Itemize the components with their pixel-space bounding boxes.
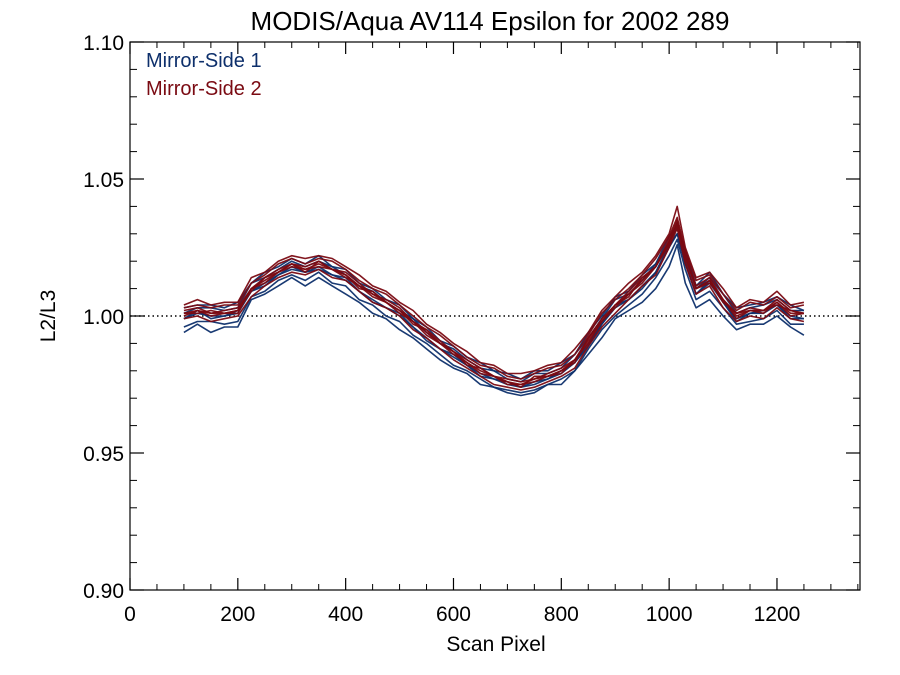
series-line-mirror-side-2: [183, 222, 804, 386]
series-line-mirror-side-1: [183, 238, 804, 394]
x-tick-label: 1200: [754, 603, 801, 626]
x-axis-label: Scan Pixel: [446, 633, 545, 656]
x-tick-label: 800: [544, 603, 579, 626]
series-line-mirror-side-1: [183, 227, 804, 383]
chart-title: MODIS/Aqua AV114 Epsilon for 2002 289: [251, 6, 730, 36]
series-line-mirror-side-2: [183, 227, 805, 391]
y-tick-label: 1.10: [83, 32, 124, 55]
minor-ticks: [130, 42, 860, 590]
x-tick-label: 400: [328, 603, 363, 626]
series-line-mirror-side-1: [183, 233, 805, 389]
x-tick-label: 200: [220, 603, 255, 626]
series-lines: [183, 205, 805, 397]
series-line-mirror-side-2: [183, 216, 805, 380]
major-ticks: [129, 41, 860, 591]
series-line-mirror-side-2: [183, 205, 805, 375]
y-tick-labels: 0.90 0.95 1.00 1.05 1.10: [83, 32, 124, 603]
legend-entry-mirror-side-2: Mirror-Side 2: [146, 78, 262, 100]
x-tick-label: 600: [436, 603, 471, 626]
y-tick-label: 0.95: [83, 443, 124, 466]
y-tick-label: 0.90: [83, 580, 124, 603]
series-line-mirror-side-1: [183, 244, 805, 397]
legend: Mirror-Side 1 Mirror-Side 2: [146, 50, 262, 100]
x-tick-label: 1000: [646, 603, 693, 626]
y-tick-label: 1.00: [83, 306, 124, 329]
x-tick-labels: 0 200 400 600 800 1000 1200: [124, 603, 800, 626]
y-axis-label: L2/L3: [37, 290, 60, 343]
series-line-mirror-side-2: [183, 222, 805, 386]
x-tick-label: 0: [124, 603, 136, 626]
y-tick-label: 1.05: [83, 169, 124, 192]
series-line-mirror-side-1: [183, 233, 804, 389]
legend-entry-mirror-side-1: Mirror-Side 1: [146, 50, 262, 72]
series-line-mirror-side-2: [183, 224, 805, 389]
